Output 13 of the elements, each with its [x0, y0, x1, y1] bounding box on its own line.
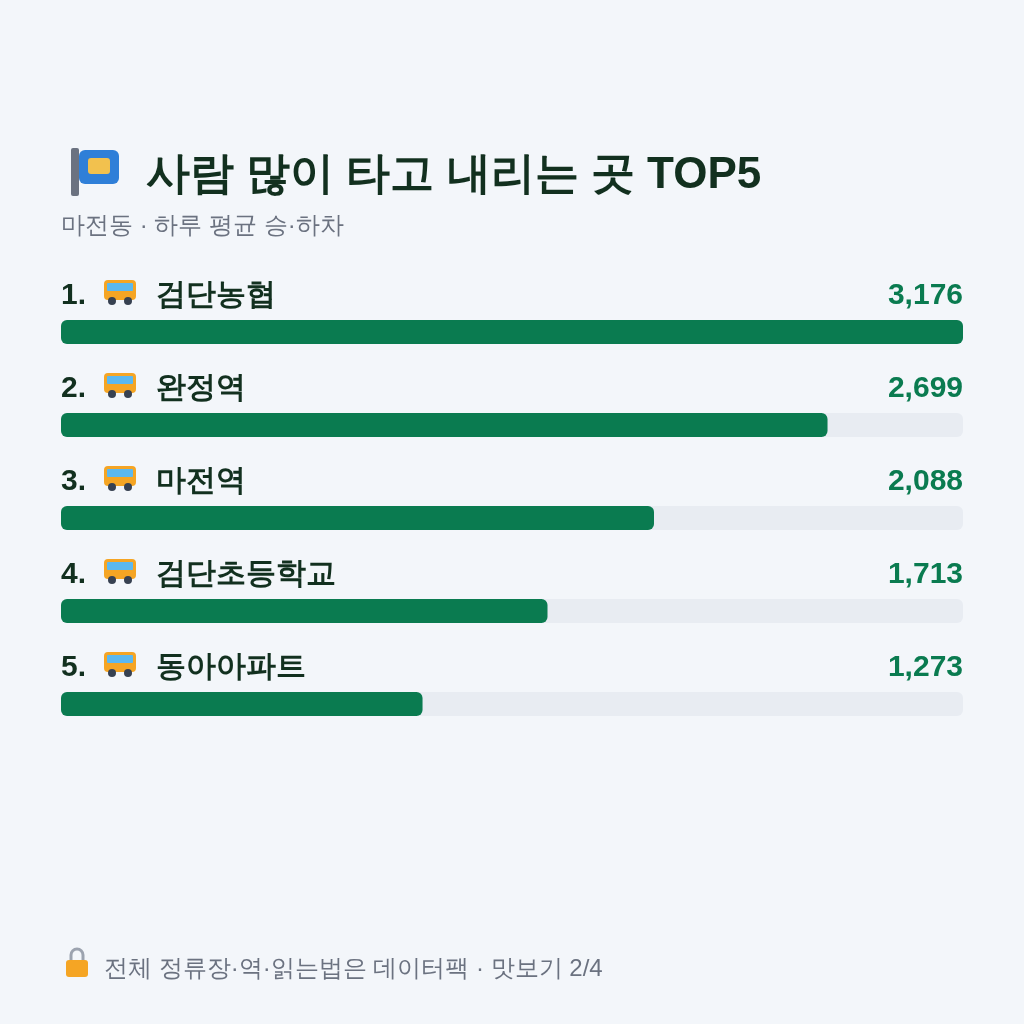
chart-title: 사람 많이 타고 내리는 곳 TOP5	[146, 148, 762, 197]
data-label: 1,713	[887, 556, 963, 589]
category-label: 5. 동아아파트	[61, 649, 306, 682]
category-label: 2. 완정역	[61, 370, 246, 403]
text: 전체 정류장·역·읽는법은 데이터팩 · 맛보기 2/4	[104, 954, 603, 981]
data-label: 1,273	[887, 649, 963, 682]
chart-subtitle: 마전동 · 하루 평균 승·하차	[61, 211, 344, 238]
data-label: 2,699	[887, 370, 963, 403]
data-label: 3,176	[887, 277, 963, 310]
data-label: 2,088	[887, 463, 963, 496]
category-label: 4. 검단초등학교	[61, 556, 336, 589]
category-label: 1. 검단농협	[61, 277, 276, 310]
category-label: 3. 마전역	[61, 463, 246, 496]
